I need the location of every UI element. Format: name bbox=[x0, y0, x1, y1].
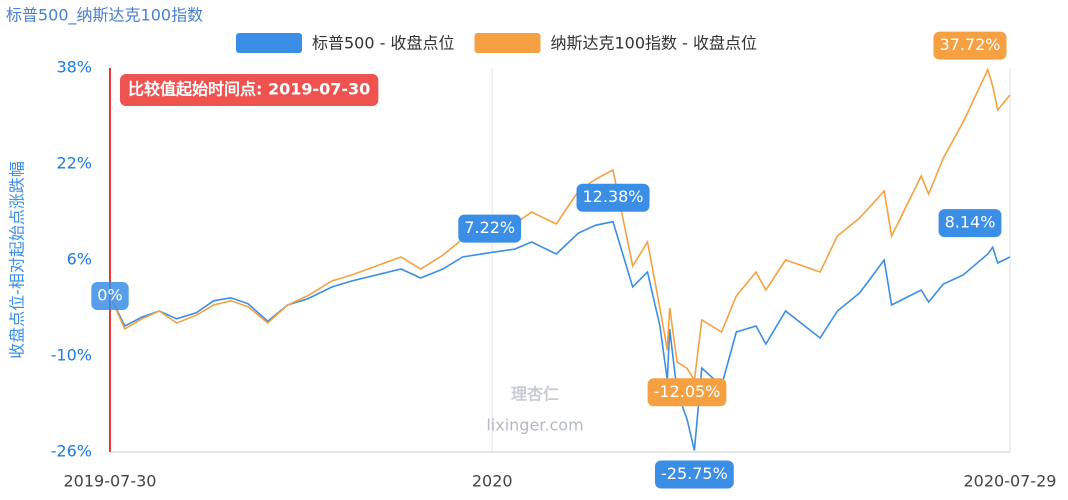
annotation-box bbox=[120, 74, 379, 106]
annotation-text: 比较值起始时间点: 2019-07-30 bbox=[128, 80, 370, 99]
x-tick-label: 2020 bbox=[472, 472, 513, 491]
x-tick-label: 2020-07-29 bbox=[964, 472, 1057, 491]
y-tick-label: -10% bbox=[51, 346, 92, 365]
y-axis-label: 收盘点位-相对起始点涨跌幅 bbox=[8, 161, 27, 359]
y-tick-label: 6% bbox=[67, 250, 92, 269]
data-label-box bbox=[654, 460, 734, 489]
series-line bbox=[109, 220, 1011, 451]
data-label: 8.14% bbox=[945, 213, 996, 232]
data-label: 7.22% bbox=[464, 218, 515, 237]
data-label: -25.75% bbox=[661, 464, 728, 483]
watermark-logo: 理杏仁 bbox=[511, 385, 559, 404]
x-tick-label: 2019-07-30 bbox=[64, 472, 157, 491]
data-label-box bbox=[91, 282, 129, 310]
series-line bbox=[109, 67, 1011, 383]
data-label: 37.72% bbox=[939, 35, 1000, 54]
data-label-box bbox=[458, 214, 522, 243]
legend-swatch bbox=[474, 33, 541, 53]
data-label: -12.05% bbox=[654, 382, 721, 401]
legend-swatch bbox=[236, 33, 302, 53]
y-tick-label: -26% bbox=[51, 442, 92, 461]
data-label-box bbox=[938, 209, 1002, 238]
legend-label: 纳斯达克100指数 - 收盘点位 bbox=[551, 34, 758, 53]
y-tick-label: 22% bbox=[56, 154, 92, 173]
watermark-site: lixinger.com bbox=[486, 416, 583, 435]
data-label-box bbox=[647, 378, 727, 407]
data-label-box bbox=[576, 183, 650, 212]
data-label: 0% bbox=[97, 286, 122, 305]
data-label: 12.38% bbox=[583, 187, 644, 206]
data-label-box bbox=[933, 31, 1007, 60]
y-tick-label: 38% bbox=[56, 58, 92, 77]
legend-label: 标普500 - 收盘点位 bbox=[312, 34, 455, 53]
chart-title: 标普500_纳斯达克100指数 bbox=[6, 6, 203, 26]
